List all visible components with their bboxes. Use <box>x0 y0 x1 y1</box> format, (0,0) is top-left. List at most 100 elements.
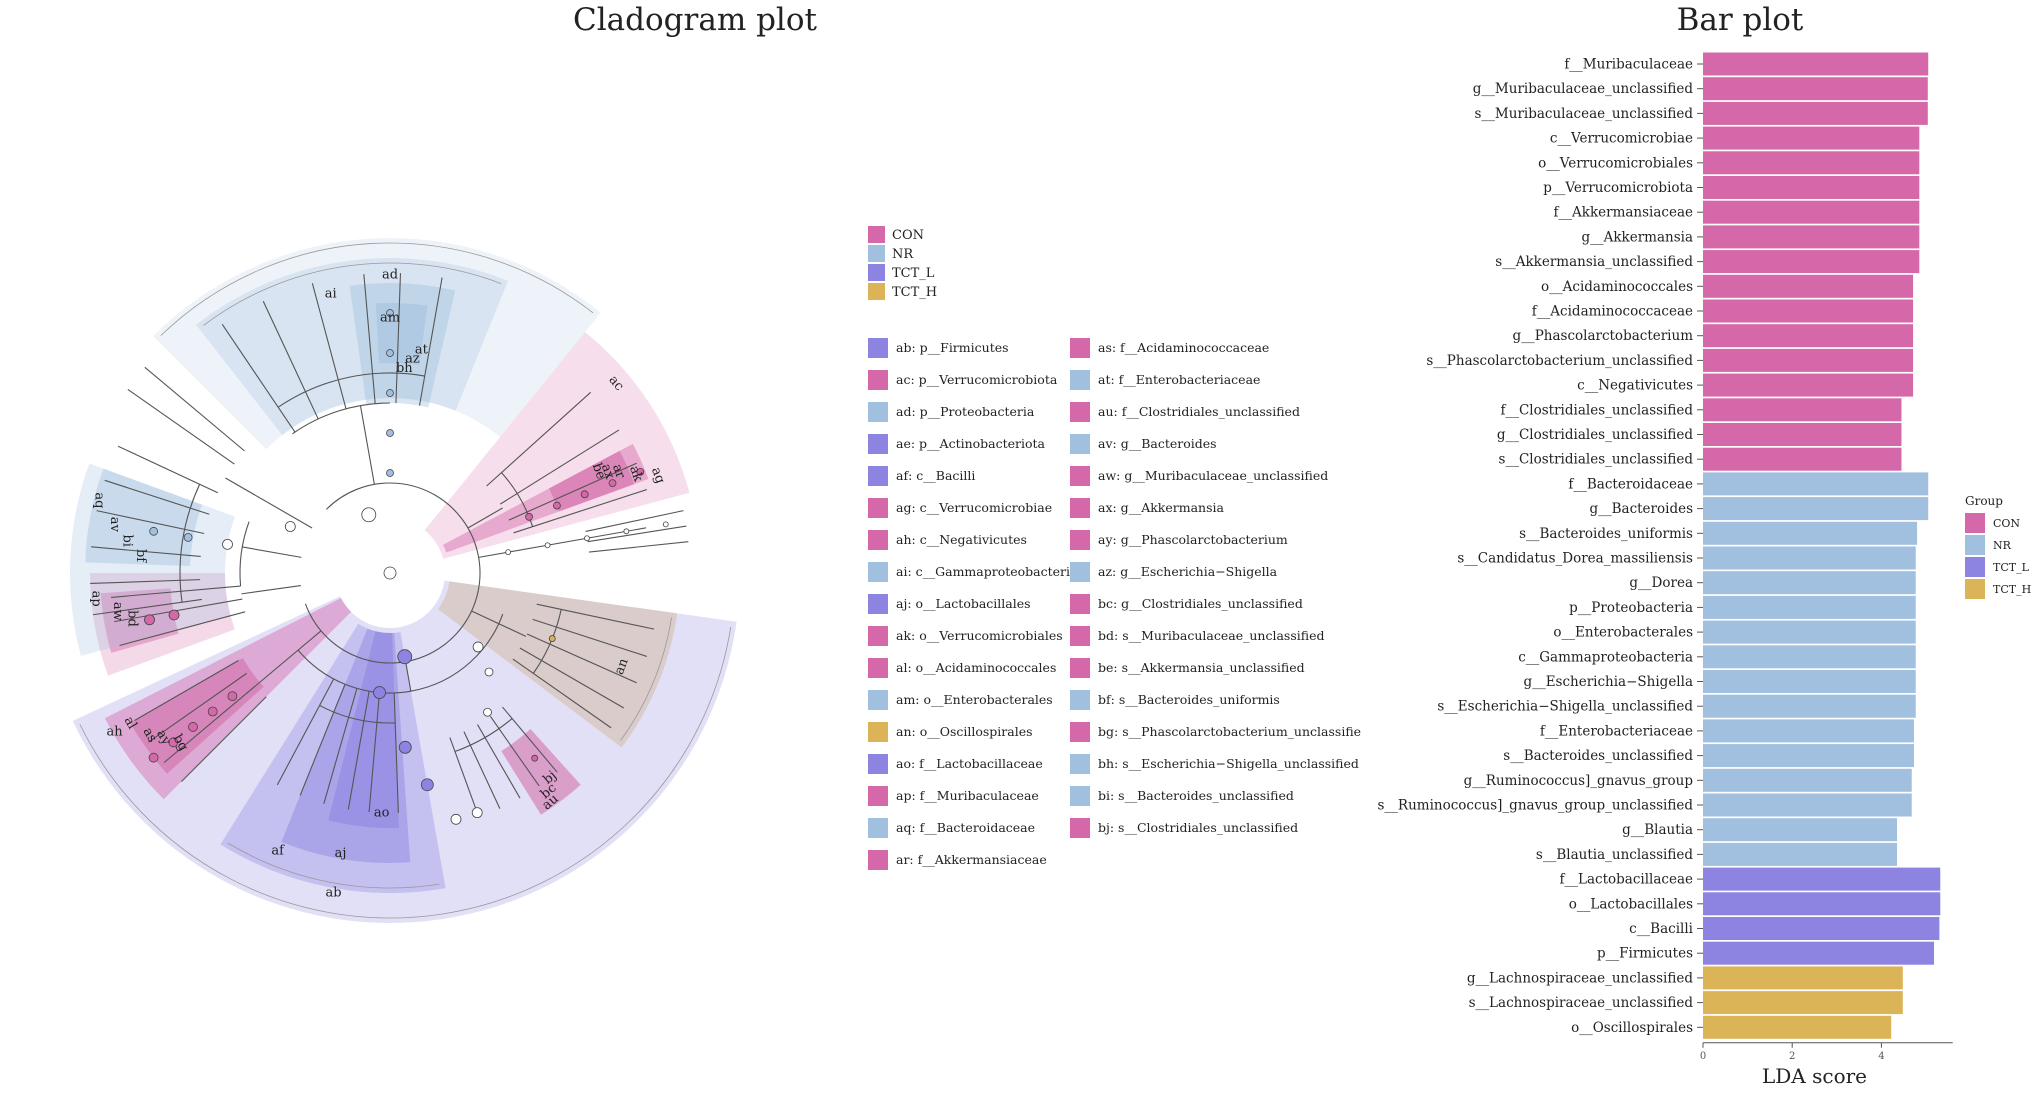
taxa-legend-label: bc: g__Clostridiales_unclassified <box>1098 596 1303 611</box>
bar <box>1703 398 1902 422</box>
tree-branch <box>405 661 412 692</box>
band-al <box>130 658 264 774</box>
taxa-legend-label: ap: f__Muribaculaceae <box>896 788 1039 803</box>
bar <box>1703 645 1916 669</box>
bar <box>1703 966 1903 990</box>
taxa-legend-label: bg: s__Phascolarctobacterium_unclassifie <box>1098 724 1361 739</box>
tree-branch <box>104 479 210 515</box>
bar-legend-swatch <box>1965 579 1985 599</box>
clade-label: ay <box>153 727 174 748</box>
y-tick-label: g__Clostridiales_unclassified <box>1497 427 1694 443</box>
bar <box>1703 126 1920 150</box>
tree-branch <box>467 507 503 529</box>
taxa-legend-swatch <box>868 754 888 774</box>
tree-branch <box>90 579 201 585</box>
node-ag <box>552 501 561 510</box>
group-legend-swatch <box>868 226 885 243</box>
band-au <box>501 729 581 815</box>
taxa-legend-label: bd: s__Muribaculaceae_unclassified <box>1098 628 1325 643</box>
taxa-legend-swatch <box>868 530 888 550</box>
clade-label: aj <box>335 846 347 861</box>
taxa-legend-swatch <box>1070 562 1090 582</box>
tree-branch <box>144 366 245 452</box>
tree-node <box>505 549 512 556</box>
clade-label: ad <box>382 268 398 283</box>
y-tick-label: c__Negativicutes <box>1577 378 1693 394</box>
clade-label: ar <box>609 462 628 481</box>
taxa-legend-swatch <box>1070 434 1090 454</box>
taxa-legend-swatch <box>1070 626 1090 646</box>
bar <box>1703 991 1903 1015</box>
y-tick-label: s__Akkermansia_unclassified <box>1495 254 1693 270</box>
x-tick-label: 0 <box>1700 1051 1706 1062</box>
bar <box>1703 719 1914 743</box>
bar <box>1703 546 1916 570</box>
tree-branch <box>114 598 243 623</box>
group-legend-swatch <box>868 264 885 281</box>
tree-arc <box>179 484 201 603</box>
band-ap <box>90 573 235 676</box>
taxa-legend-label: ar: f__Akkermansiaceae <box>896 852 1047 867</box>
node-al <box>148 752 159 763</box>
bar <box>1703 176 1920 199</box>
y-tick-label: f__Lactobacillaceae <box>1560 872 1693 888</box>
clade-label: bf <box>133 549 148 563</box>
taxa-legend-swatch <box>868 786 888 806</box>
taxa-legend-label: af: c__Bacilli <box>896 468 975 483</box>
taxa-legend-label: al: o__Acidaminococcales <box>896 660 1056 675</box>
bar <box>1703 151 1920 175</box>
taxa-legend-swatch <box>1070 690 1090 710</box>
tree-branch <box>119 611 246 647</box>
taxa-legend-swatch <box>1070 818 1090 838</box>
y-tick-label: p__Proteobacteria <box>1569 600 1693 616</box>
tree-node <box>544 542 551 549</box>
group-legend-label: TCT_L <box>892 266 935 281</box>
tree-branch <box>91 546 201 557</box>
taxa-legend-label: ak: o__Verrucomicrobiales <box>896 628 1063 643</box>
taxa-legend-swatch <box>868 434 888 454</box>
tree-arc <box>297 613 504 694</box>
arc-ab <box>79 626 732 919</box>
taxa-legend-swatch <box>868 498 888 518</box>
y-tick-label: f__Muribaculaceae <box>1564 57 1693 73</box>
taxa-legend-swatch <box>1070 754 1090 774</box>
bar <box>1703 670 1916 693</box>
bar <box>1703 472 1929 496</box>
y-tick-label: g__Bacteroides <box>1589 501 1693 517</box>
tree-node <box>471 807 483 819</box>
y-tick-label: s__Candidatus_Dorea_massiliensis <box>1457 551 1693 567</box>
group-legend-swatch <box>868 245 885 262</box>
y-tick-label: s__Phascolarctobacterium_unclassified <box>1426 353 1693 369</box>
tree-arc <box>454 718 513 753</box>
x-tick-label: 4 <box>1878 1051 1884 1062</box>
taxa-legend-label: am: o__Enterobacterales <box>896 692 1053 707</box>
taxa-legend-swatch <box>1070 402 1090 422</box>
tree-node <box>584 535 590 542</box>
taxa-legend-swatch <box>868 818 888 838</box>
y-tick-label: o__Acidaminococcales <box>1541 279 1693 295</box>
node-am <box>386 389 394 397</box>
tree-branch <box>323 688 358 804</box>
bar <box>1703 225 1920 249</box>
y-tick-label: o__Lactobacillales <box>1569 896 1693 912</box>
tree-branch <box>276 678 335 786</box>
taxa-legend-label: ah: c__Negativicutes <box>896 532 1027 547</box>
root-node <box>383 566 397 580</box>
bar <box>1703 101 1928 125</box>
clade-label: an <box>612 656 632 677</box>
band-av <box>85 468 203 567</box>
tree-branch <box>477 724 521 799</box>
taxa-legend-label: az: g__Escherichia−Shigella <box>1098 564 1278 579</box>
node-ag <box>525 512 533 521</box>
clade-label: ai <box>325 287 337 302</box>
tree-branch <box>393 692 399 813</box>
band-ad <box>153 237 601 450</box>
taxa-legend-swatch <box>868 850 888 870</box>
bar <box>1703 892 1941 916</box>
bar <box>1703 867 1941 891</box>
clade-label: ah <box>107 725 124 740</box>
y-tick-label: p__Firmicutes <box>1597 946 1693 962</box>
y-tick-label: s__Lachnospiraceae_unclassified <box>1469 995 1694 1011</box>
y-tick-label: f__Bacteroidaceae <box>1568 476 1693 492</box>
tree-branch <box>262 300 319 420</box>
